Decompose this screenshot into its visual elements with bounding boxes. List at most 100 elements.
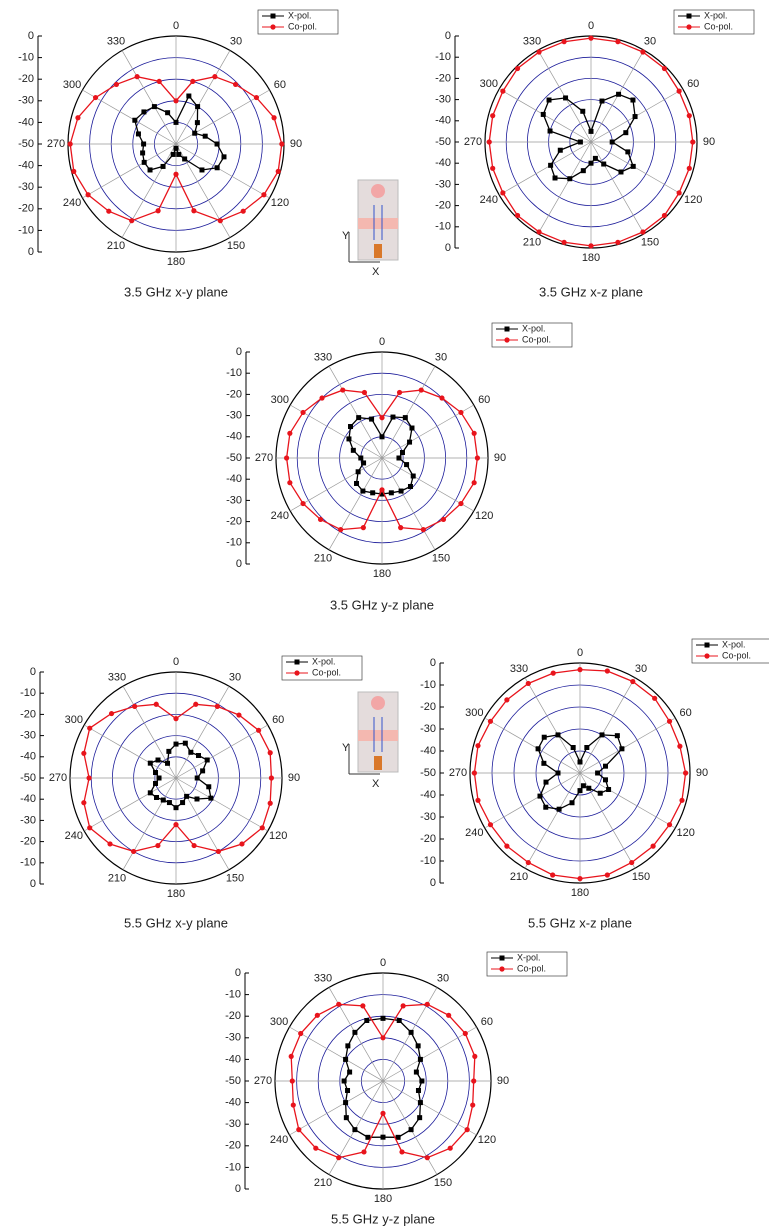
radial-tick-label: 0: [28, 30, 34, 42]
marker: [287, 430, 293, 436]
angle-tick-label: 90: [288, 772, 300, 784]
marker: [588, 128, 594, 134]
radial-tick-label: -40: [226, 473, 242, 485]
radial-tick-label: -20: [420, 701, 436, 713]
angle-tick-label: 270: [255, 452, 273, 464]
grid-spoke: [499, 141, 592, 196]
marker: [525, 859, 531, 866]
marker: [556, 806, 562, 812]
radial-tick-label: -10: [435, 221, 451, 233]
marker: [661, 212, 668, 219]
marker: [440, 516, 447, 523]
grid-spoke: [484, 772, 581, 829]
marker: [547, 128, 553, 134]
marker: [604, 668, 610, 674]
marker: [404, 462, 410, 468]
polar-chart: 0 30 60 90 120 150 180 210 240 270 300 330 -50 -40 -40…: [20, 655, 363, 930]
radial-tick-label: -20: [435, 200, 451, 212]
angle-tick-label: 30: [435, 351, 447, 363]
grid-spoke: [579, 772, 676, 829]
radial-tick-label: 0: [430, 657, 436, 669]
marker: [141, 109, 147, 115]
marker: [365, 1134, 371, 1140]
legend-marker: [704, 642, 710, 648]
radial-tick-label: 0: [235, 1183, 241, 1195]
marker: [623, 130, 629, 136]
marker: [666, 822, 673, 828]
radial-tick-label: -50: [18, 138, 34, 150]
radial-tick-label: -20: [226, 388, 242, 400]
marker: [541, 734, 547, 740]
antenna-inset: Y X: [342, 179, 399, 278]
radial-tick-label: -30: [226, 494, 242, 506]
grid-spoke: [382, 1080, 477, 1136]
marker: [317, 516, 324, 523]
grid-spoke: [175, 777, 230, 870]
marker: [132, 117, 138, 123]
marker: [141, 159, 147, 165]
marker: [154, 794, 160, 800]
legend-label: Co-pol.: [704, 21, 733, 31]
marker: [343, 1056, 349, 1062]
marker: [186, 93, 192, 99]
legend-marker: [686, 13, 692, 19]
radial-tick-label: -10: [225, 1161, 241, 1173]
radial-tick-label: -50: [20, 772, 36, 784]
radial-tick-label: -20: [420, 833, 436, 845]
marker: [279, 141, 285, 147]
radial-tick-label: -30: [420, 811, 436, 823]
angle-tick-label: 180: [373, 568, 391, 580]
radial-tick-label: -40: [420, 789, 436, 801]
marker: [180, 800, 186, 806]
marker: [173, 98, 179, 104]
marker: [555, 770, 561, 776]
radial-tick-label: 0: [445, 30, 451, 42]
grid-spoke: [175, 777, 268, 832]
marker: [380, 1110, 386, 1116]
radial-tick-label: -40: [435, 157, 451, 169]
radial-tick-label: -20: [226, 516, 242, 528]
legend-label: Co-pol.: [522, 334, 551, 344]
grid-spoke: [590, 141, 683, 196]
marker: [166, 748, 172, 754]
marker: [577, 788, 583, 794]
angle-tick-label: 120: [271, 197, 289, 209]
marker: [464, 1127, 470, 1133]
marker: [343, 1100, 349, 1106]
angle-tick-label: 30: [230, 36, 242, 48]
angle-tick-label: 0: [173, 20, 179, 32]
grid-spoke: [579, 717, 676, 774]
angle-tick-label: 180: [571, 887, 589, 899]
marker: [504, 697, 510, 703]
marker: [208, 795, 214, 801]
legend: X-pol.Co-pol.: [486, 951, 568, 977]
marker: [155, 842, 161, 849]
marker: [271, 115, 277, 121]
marker: [424, 1001, 430, 1007]
angle-tick-label: 60: [687, 78, 699, 90]
marker: [588, 243, 594, 249]
marker: [471, 430, 477, 436]
angle-tick-label: 180: [374, 1193, 392, 1205]
marker: [345, 1088, 351, 1094]
marker: [380, 1015, 386, 1021]
angle-tick-label: 60: [478, 394, 490, 406]
marker: [399, 450, 405, 456]
marker: [486, 139, 492, 145]
marker: [314, 1012, 320, 1018]
marker: [268, 775, 274, 781]
marker: [87, 725, 93, 731]
marker: [170, 151, 176, 157]
marker: [400, 1003, 406, 1009]
legend-label: Co-pol.: [722, 650, 751, 660]
grid-spoke: [328, 366, 383, 459]
radial-tick-label: -40: [226, 431, 242, 443]
grid-spoke: [579, 677, 636, 774]
marker: [462, 1030, 468, 1037]
grid-spoke: [175, 143, 270, 199]
patch: [371, 184, 385, 198]
marker: [239, 841, 245, 847]
marker: [500, 190, 506, 196]
legend-marker: [504, 337, 510, 343]
